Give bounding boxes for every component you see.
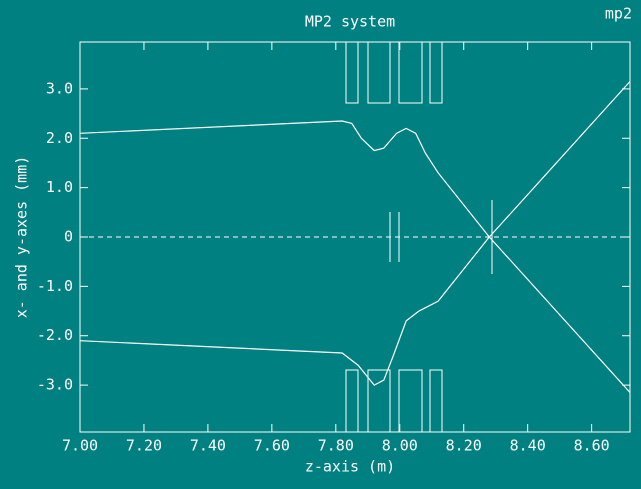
x-tick-label: 7.00 bbox=[62, 437, 98, 455]
x-tick-label: 8.00 bbox=[382, 437, 418, 455]
envelope-line bbox=[79, 120, 631, 393]
y-tick-label: 2.0 bbox=[46, 129, 73, 147]
y-tick-label: 3.0 bbox=[46, 79, 73, 97]
y-tick-label: -2.0 bbox=[37, 326, 73, 344]
y-tick-label: -3.0 bbox=[37, 376, 73, 394]
y-tick-label: 0 bbox=[64, 228, 73, 246]
x-tick-label: 8.20 bbox=[446, 437, 482, 455]
x-tick-label: 7.80 bbox=[318, 437, 354, 455]
magnets-top bbox=[345, 41, 443, 104]
x-tick-label: 8.40 bbox=[510, 437, 546, 455]
y-tick-label: -1.0 bbox=[37, 277, 73, 295]
y-axis-label: x- and y-axes (mm) bbox=[13, 156, 31, 319]
x-axis-label: z-axis (m) bbox=[305, 458, 395, 476]
envelope-line bbox=[79, 81, 631, 386]
chart-title: MP2 system bbox=[305, 13, 395, 31]
element-markers bbox=[389, 200, 493, 274]
x-tick-label: 7.60 bbox=[254, 437, 290, 455]
x-tick-label: 7.40 bbox=[190, 437, 226, 455]
x-tick-label: 8.60 bbox=[574, 437, 610, 455]
y-tick-label: 1.0 bbox=[46, 178, 73, 196]
x-tick-label: 7.20 bbox=[126, 437, 162, 455]
plot-tag: mp2 bbox=[605, 5, 632, 23]
magnets-bottom bbox=[345, 369, 443, 433]
